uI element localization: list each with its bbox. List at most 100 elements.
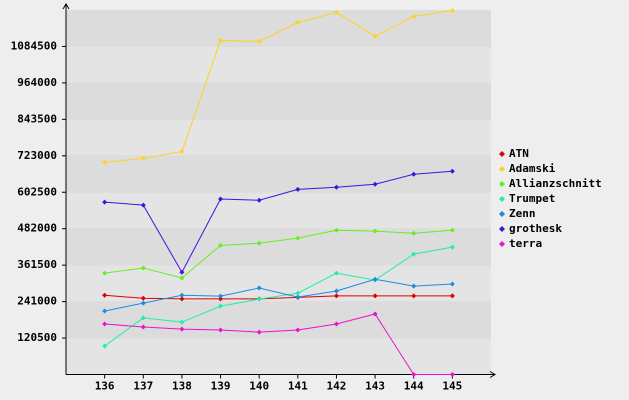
series-line bbox=[104, 294, 453, 300]
y-axis-arrow bbox=[62, 3, 70, 10]
data-point bbox=[449, 372, 455, 377]
data-point bbox=[449, 227, 455, 233]
x-tick-label: 138 bbox=[172, 380, 192, 393]
band bbox=[66, 46, 491, 83]
data-point bbox=[372, 181, 378, 187]
data-point bbox=[411, 251, 417, 257]
legend-label: ATN bbox=[509, 147, 529, 160]
data-point bbox=[333, 184, 339, 190]
y-tick-label: 241000 bbox=[17, 295, 57, 308]
y-tick-label: 361500 bbox=[17, 258, 57, 271]
band bbox=[66, 338, 491, 375]
data-point bbox=[372, 276, 378, 282]
data-point bbox=[140, 155, 146, 161]
data-point bbox=[333, 321, 339, 327]
series-line bbox=[104, 10, 453, 163]
data-point bbox=[140, 324, 146, 330]
band bbox=[66, 119, 491, 156]
legend-label: Zenn bbox=[509, 207, 536, 220]
data-point bbox=[449, 168, 455, 174]
legend-label: grothesk bbox=[509, 222, 562, 235]
data-point bbox=[218, 38, 224, 44]
data-point bbox=[333, 288, 339, 294]
data-point bbox=[140, 315, 146, 321]
data-point bbox=[102, 199, 108, 205]
band bbox=[66, 82, 491, 120]
data-point bbox=[333, 270, 339, 276]
data-point bbox=[256, 240, 262, 246]
data-point bbox=[218, 242, 224, 248]
data-point bbox=[102, 159, 108, 165]
y-tick-label: 120500 bbox=[17, 331, 57, 344]
data-point bbox=[295, 235, 301, 241]
x-tick-label: 145 bbox=[442, 380, 462, 393]
data-point bbox=[333, 9, 339, 15]
data-point bbox=[179, 149, 185, 155]
series-line bbox=[104, 170, 453, 274]
data-point bbox=[256, 329, 262, 335]
data-point bbox=[295, 290, 301, 296]
y-tick-label: 1084500 bbox=[11, 39, 57, 52]
data-point bbox=[449, 8, 455, 14]
legend-label: Trumpet bbox=[509, 192, 555, 205]
legend-marker bbox=[499, 241, 505, 247]
data-point bbox=[218, 293, 224, 299]
legend-marker bbox=[499, 226, 505, 232]
data-point bbox=[372, 33, 378, 39]
band bbox=[66, 228, 491, 266]
data-point bbox=[140, 202, 146, 208]
data-point bbox=[411, 230, 417, 236]
x-tick-label: 144 bbox=[404, 380, 424, 393]
y-tick-label: 964000 bbox=[17, 76, 57, 89]
data-point bbox=[411, 13, 417, 19]
data-point bbox=[411, 372, 417, 377]
data-point bbox=[256, 38, 262, 44]
data-point bbox=[140, 265, 146, 271]
y-tick-label: 602500 bbox=[17, 185, 57, 198]
data-point bbox=[179, 269, 185, 275]
data-point bbox=[102, 292, 108, 298]
x-tick-label: 137 bbox=[133, 380, 153, 393]
x-tick-label: 142 bbox=[327, 380, 347, 393]
series-line bbox=[104, 313, 453, 375]
band bbox=[66, 301, 491, 339]
data-point bbox=[256, 197, 262, 203]
data-point bbox=[102, 343, 108, 349]
legend-marker bbox=[499, 181, 505, 187]
data-point bbox=[256, 296, 262, 302]
data-point bbox=[449, 281, 455, 287]
data-point bbox=[411, 171, 417, 177]
data-point bbox=[179, 319, 185, 325]
data-point bbox=[179, 292, 185, 298]
data-point bbox=[449, 293, 455, 299]
data-point bbox=[179, 326, 185, 332]
data-point bbox=[179, 275, 185, 281]
data-point bbox=[140, 300, 146, 306]
data-point bbox=[102, 321, 108, 327]
x-tick-label: 136 bbox=[95, 380, 115, 393]
band bbox=[66, 192, 491, 229]
data-point bbox=[372, 311, 378, 317]
data-point bbox=[179, 296, 185, 302]
x-tick-label: 140 bbox=[249, 380, 269, 393]
data-point bbox=[218, 296, 224, 302]
x-axis-arrow bbox=[489, 371, 496, 378]
data-point bbox=[372, 228, 378, 234]
band bbox=[66, 10, 491, 47]
data-point bbox=[102, 270, 108, 276]
data-point bbox=[372, 293, 378, 299]
y-tick-label: 723000 bbox=[17, 149, 57, 162]
band bbox=[66, 155, 491, 193]
data-point bbox=[218, 303, 224, 309]
data-point bbox=[218, 327, 224, 333]
legend-marker bbox=[499, 166, 505, 172]
legend-marker bbox=[499, 196, 505, 202]
x-tick-label: 143 bbox=[365, 380, 385, 393]
data-point bbox=[333, 293, 339, 299]
data-point bbox=[295, 19, 301, 25]
legend-label: Allianzschnitt bbox=[509, 177, 602, 190]
y-tick-label: 482000 bbox=[17, 222, 57, 235]
y-tick-label: 843500 bbox=[17, 112, 57, 125]
